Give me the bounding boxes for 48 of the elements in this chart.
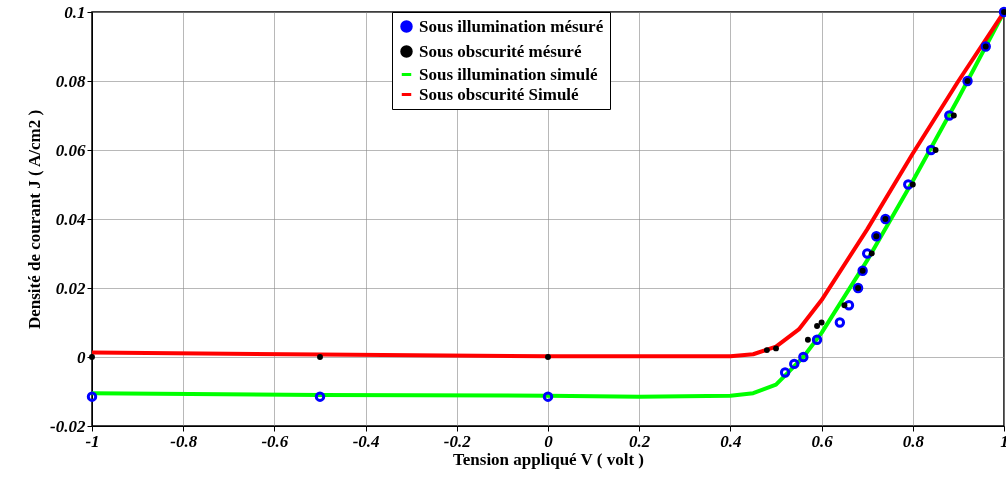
point: [814, 323, 820, 329]
x-tick-label: 0.4: [720, 431, 742, 451]
point: [763, 347, 770, 354]
y-tick-label: -0.02: [50, 416, 86, 436]
x-tick-label: 0.2: [629, 431, 651, 451]
point: [861, 248, 873, 259]
point: [798, 351, 809, 363]
point: [804, 336, 811, 343]
legend-label: Sous illumination mésuré: [419, 16, 604, 36]
x-tick-label: 0.8: [902, 431, 925, 451]
point: [868, 250, 875, 257]
x-tick-label: -0.6: [261, 431, 289, 451]
point: [944, 110, 955, 121]
point: [811, 334, 823, 345]
y-tick-label: 0.06: [55, 140, 86, 160]
point: [932, 147, 939, 153]
x-axis-title: Tension appliqué V ( volt ): [452, 449, 645, 469]
point: [834, 317, 846, 328]
point: [86, 391, 98, 402]
point: [773, 345, 779, 352]
y-tick-label: 0: [77, 347, 86, 367]
point: [841, 302, 848, 309]
point: [843, 300, 855, 311]
point: [789, 358, 800, 370]
y-tick-label: 0.08: [55, 71, 86, 91]
x-tick-label: -1: [85, 431, 100, 451]
x-tick-label: -0.4: [352, 431, 380, 451]
point: [909, 181, 916, 188]
y-axis-title: Densité de courant J ( A/cm2 ): [25, 109, 45, 330]
x-tick-label: -0.2: [443, 431, 472, 451]
legend-label: Sous obscurité mésuré: [419, 41, 582, 61]
point: [317, 354, 323, 360]
x-tick-label: -0.8: [170, 431, 198, 451]
point: [950, 112, 957, 119]
point: [925, 144, 937, 156]
point: [542, 391, 554, 402]
point: [314, 391, 326, 402]
legend-label: Sous illumination simulé: [419, 64, 598, 84]
point: [545, 354, 551, 360]
point: [903, 179, 914, 190]
x-tick-label: 0: [544, 431, 554, 451]
y-tick-label: 0.1: [64, 2, 86, 22]
point: [779, 367, 791, 378]
y-tick-label: 0.04: [55, 209, 86, 229]
point: [818, 319, 825, 326]
x-tick-label: 0.6: [811, 431, 834, 451]
y-tick-label: 0.02: [55, 278, 86, 298]
legend-label: Sous obscurité Simulé: [419, 84, 580, 104]
